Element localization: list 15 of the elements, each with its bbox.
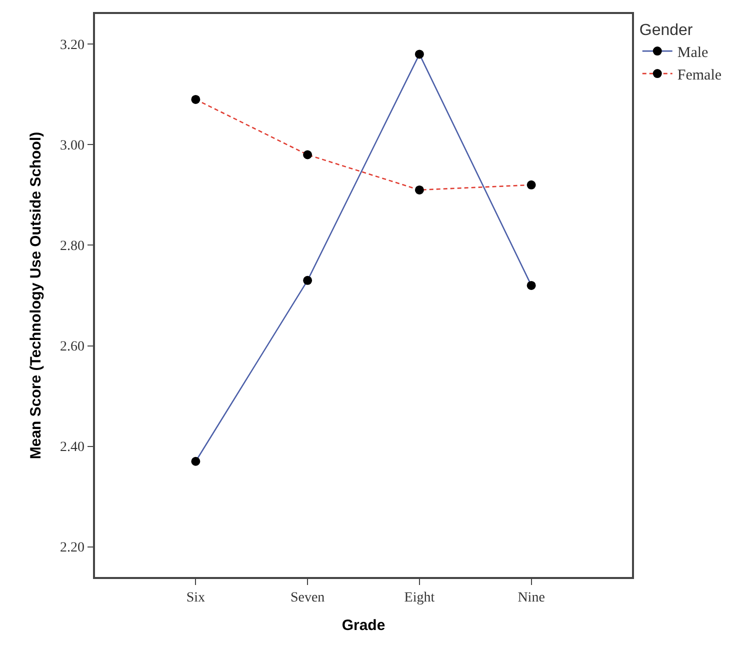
x-tick-label: Eight [404, 590, 435, 606]
y-tick-label: 2.60 [60, 340, 84, 355]
y-axis-title: Mean Score (Technology Use Outside School) [28, 132, 45, 460]
x-tick-label: Seven [290, 590, 325, 606]
legend-label: Male [677, 44, 709, 61]
y-tick-label: 2.40 [60, 440, 84, 456]
x-axis-title: Grade [342, 617, 386, 634]
y-tick-label: 3.20 [60, 38, 84, 54]
y-tick-label: 3.00 [60, 138, 84, 154]
legend-label: Female [677, 67, 722, 84]
x-tick-label: Six [186, 590, 206, 606]
y-tick-label: 2.20 [60, 540, 84, 556]
y-tick-label: 2.80 [60, 239, 84, 254]
x-tick-label: Nine [518, 590, 545, 606]
legend-title: Gender [639, 22, 694, 39]
